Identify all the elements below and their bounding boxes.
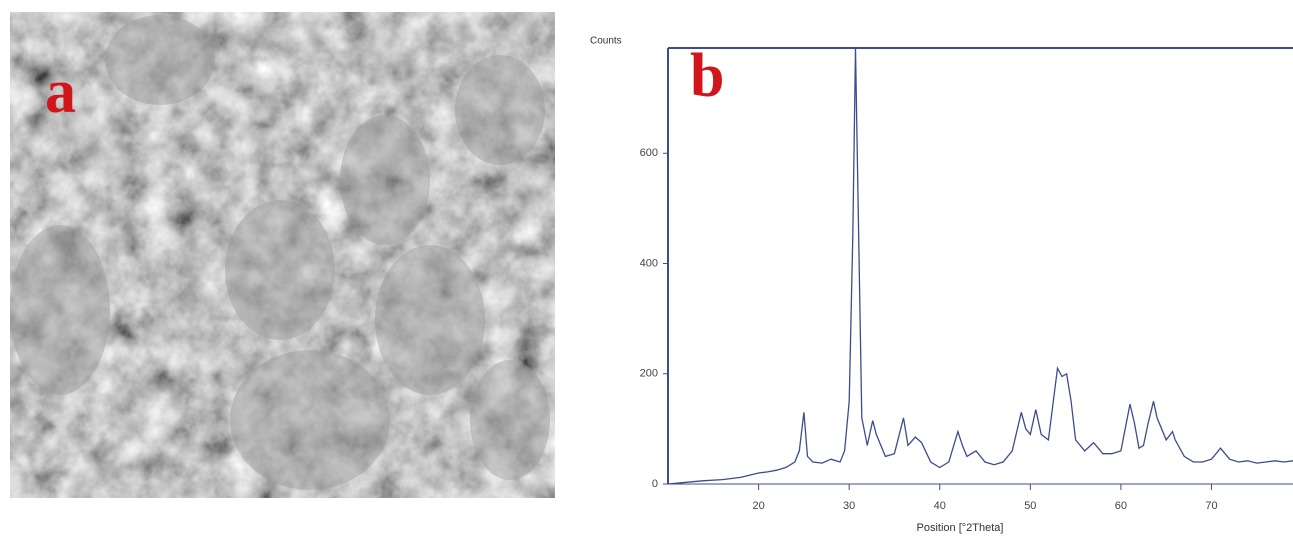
x-tick-label: 30	[843, 500, 855, 512]
sem-image: a	[10, 12, 555, 498]
panel-label: b	[690, 42, 724, 110]
x-tick-label: 50	[1024, 500, 1036, 512]
x-axis-title: Position [°2Theta]	[917, 522, 1004, 534]
x-tick-label: 70	[1205, 500, 1217, 512]
x-tick-label: 40	[934, 500, 946, 512]
x-tick-label: 60	[1115, 500, 1127, 512]
y-tick-label: 600	[640, 147, 658, 159]
x-tick-label: 20	[752, 500, 764, 512]
image-label: a	[45, 58, 76, 126]
y-tick-label: 0	[652, 478, 658, 490]
y-tick-label: 400	[640, 257, 658, 269]
xrd-line	[668, 49, 1293, 484]
y-tick-label: 200	[640, 368, 658, 380]
figure: a b Counts Position [°2Theta] 0 200 400 600…	[0, 0, 1293, 536]
y-axis-title: Counts	[590, 36, 622, 47]
